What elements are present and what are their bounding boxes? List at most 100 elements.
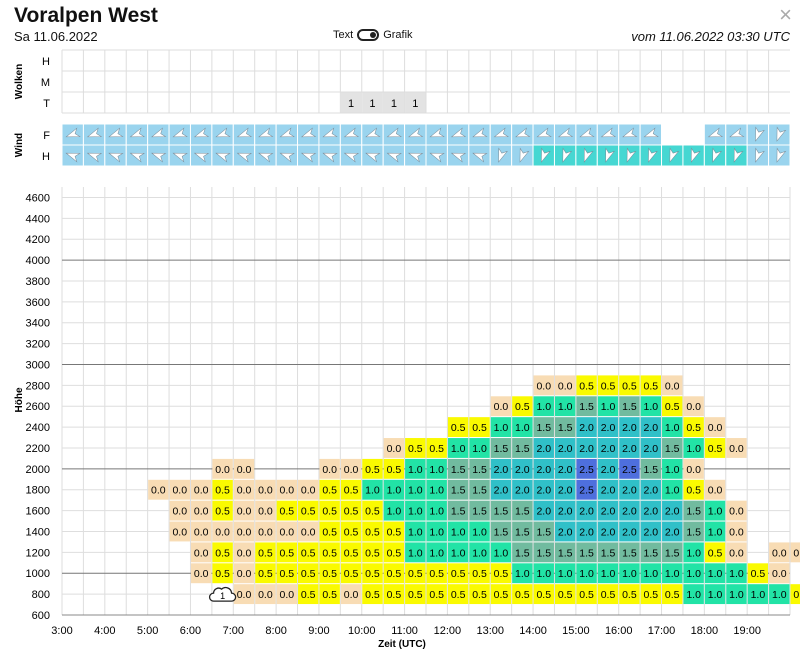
x-tick-label: 16:00 — [605, 625, 633, 637]
heatmap-cell — [298, 542, 319, 563]
cloud-cell — [383, 92, 405, 113]
heatmap-cell-value: 2.0 — [622, 443, 637, 455]
wind-arrow — [776, 126, 787, 142]
heatmap-cell-value: 1.5 — [472, 464, 487, 476]
heatmap-cell-value: 2.0 — [579, 443, 594, 455]
heatmap-cell — [212, 458, 233, 479]
wind-arrow — [322, 127, 338, 138]
heatmap-cell — [726, 542, 747, 563]
y-tick-label: 2800 — [26, 380, 50, 392]
heatmap-cell — [662, 584, 683, 605]
heatmap-cell — [212, 542, 233, 563]
heatmap-cell — [512, 521, 533, 542]
wind-arrow — [300, 152, 317, 163]
wind-arrow — [626, 147, 637, 163]
wind-arrow — [129, 127, 145, 138]
wind-arrow — [450, 152, 467, 163]
heatmap-cell — [383, 521, 405, 542]
heatmap-cell-value: 0.0 — [344, 589, 359, 601]
heatmap-cell-value: 1.5 — [558, 422, 573, 434]
wind-arrow — [108, 152, 124, 163]
wind-cell — [661, 123, 684, 146]
heatmap-cell-value: 0.0 — [237, 464, 252, 476]
heatmap-cell-value: 1.0 — [536, 568, 551, 580]
heatmap-cell — [426, 500, 447, 521]
heatmap-cell-value: 1.0 — [429, 464, 444, 476]
heatmap-cell-value: 2.0 — [665, 526, 680, 538]
heatmap-cell-value: 2.0 — [558, 443, 573, 455]
heatmap-cell-value: 0.5 — [258, 568, 273, 580]
heatmap-cell-value: 0.5 — [301, 547, 316, 559]
heatmap-cell-value: 1.5 — [665, 547, 680, 559]
heatmap-cell-value: 0.0 — [280, 589, 295, 601]
heatmap-cell — [276, 563, 298, 584]
heatmap-cell-value: 0.5 — [365, 547, 380, 559]
heatmap-cell-value: 0.5 — [429, 589, 444, 601]
heatmap-cell-value: 1.0 — [665, 568, 680, 580]
y-tick-label: 2000 — [26, 464, 50, 476]
heatmap-cell-value: 0.0 — [194, 547, 209, 559]
heatmap-cell-value: 0.5 — [751, 568, 766, 580]
close-icon[interactable]: × — [779, 2, 792, 27]
wind-arrow — [215, 127, 231, 138]
view-toggle[interactable]: Text Grafik — [333, 29, 413, 41]
heatmap-cell — [790, 584, 800, 605]
heatmap-cell — [362, 521, 383, 542]
heatmap-cell-value: 1.5 — [622, 547, 637, 559]
heatmap-cell — [490, 438, 512, 458]
heatmap-cell — [319, 542, 340, 563]
y-tick-label: 1800 — [26, 485, 50, 497]
heatmap-cell — [554, 417, 576, 438]
x-tick-label: 5:00 — [137, 625, 158, 637]
wind-arrow — [258, 152, 274, 163]
toggle-text-label: Text — [333, 29, 354, 41]
heatmap-cell-value: 1.0 — [665, 485, 680, 497]
heatmap-cell-value: 0.5 — [601, 380, 616, 392]
y-tick-label: 1000 — [26, 568, 50, 580]
heatmap-cell-value: 1.0 — [751, 589, 766, 601]
heatmap-cell — [683, 563, 704, 584]
y-tick-label: 2600 — [26, 401, 50, 413]
heatmap-cell — [340, 563, 362, 584]
heatmap-cell — [233, 479, 255, 500]
heatmap-cell-value: 0.5 — [472, 422, 487, 434]
heatmap-cell — [683, 458, 704, 479]
heatmap-cell — [597, 438, 619, 458]
heatmap-cell-value: 2.0 — [644, 526, 659, 538]
heatmap-cell — [619, 500, 640, 521]
heatmap-cell-value: 2.0 — [644, 443, 659, 455]
heatmap-cell — [533, 417, 554, 438]
heatmap-cell-value: 1.0 — [408, 547, 423, 559]
heatmap-cell-value: 1.0 — [601, 401, 616, 413]
heatmap-cell-value: 2.0 — [622, 485, 637, 497]
heatmap-cell — [426, 458, 447, 479]
heatmap-cell — [255, 500, 276, 521]
heatmap-cell — [490, 417, 512, 438]
y-tick-label: 1600 — [26, 506, 50, 518]
wind-arrow — [193, 127, 210, 138]
heatmap-cell-value: 1.0 — [729, 568, 744, 580]
heatmap-cell — [490, 521, 512, 542]
heatmap-cell — [683, 584, 704, 605]
heatmap-cell-value: 0.0 — [172, 506, 187, 518]
heatmap-cell-value: 0.0 — [237, 568, 252, 580]
heatmap-cell-value: 0.5 — [451, 568, 466, 580]
heatmap-cell-value: 0.5 — [322, 589, 337, 601]
wind-arrow — [407, 152, 424, 163]
heatmap-cell — [383, 542, 405, 563]
heatmap-cell — [190, 563, 212, 584]
heatmap-cell-value: 0.0 — [237, 506, 252, 518]
heatmap-cell-value: 0.5 — [451, 422, 466, 434]
heatmap-cell-value: 0.0 — [686, 464, 701, 476]
heatmap-cell-value: 0.5 — [215, 485, 230, 497]
heatmap-cell-value: 2.0 — [536, 464, 551, 476]
heatmap-cell — [662, 500, 683, 521]
heatmap-cell-value: 1.5 — [451, 485, 466, 497]
x-axis-label: Zeit (UTC) — [378, 639, 426, 650]
heatmap-cell — [726, 500, 747, 521]
heatmap-cell-value: 0.0 — [194, 506, 209, 518]
heatmap-cell-value: 1.0 — [644, 568, 659, 580]
toggle-switch[interactable] — [357, 29, 380, 41]
heatmap-cell-value: 1.0 — [708, 526, 723, 538]
